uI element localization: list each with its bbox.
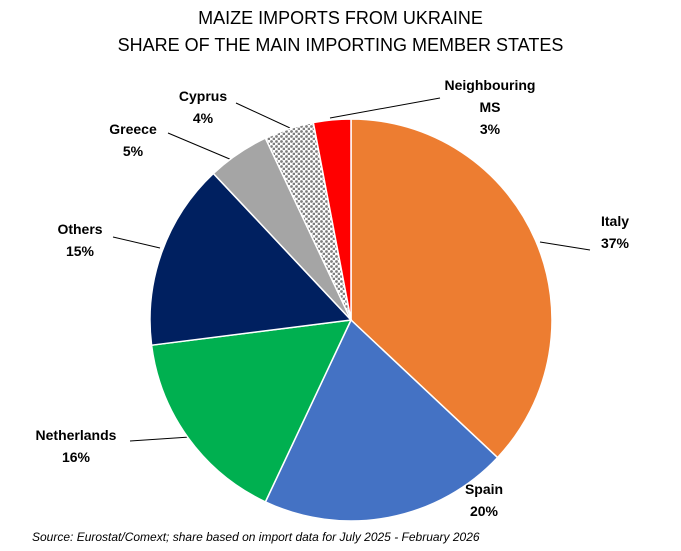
pie-slice (149, 172, 353, 347)
slice-label: Neighbouring MS 3% (435, 74, 545, 140)
leader-line (539, 241, 591, 251)
chart-title: MAIZE IMPORTS FROM UKRAINE (198, 8, 483, 28)
leader-line (329, 97, 441, 119)
slice-label: Others 15% (35, 218, 125, 262)
value-label: 4% (192, 110, 214, 126)
category-label: Greece (109, 121, 157, 137)
value-label: 15% (65, 243, 95, 259)
slice-label: Spain 20% (439, 478, 529, 522)
pie-slice (312, 118, 352, 321)
category-label: Cyprus (178, 88, 228, 104)
category-label: Spain (464, 481, 504, 497)
leader-line (235, 102, 291, 129)
category-label: Italy (600, 213, 629, 229)
slice-label: Greece 5% (88, 118, 178, 162)
pie-slice (264, 318, 499, 522)
slice-label: Italy 37% (570, 210, 660, 254)
pie-slice (350, 118, 553, 459)
pie-slice (150, 319, 353, 503)
value-label: 3% (479, 121, 501, 137)
slice-label: Cyprus 4% (158, 85, 248, 129)
leader-line (112, 236, 161, 249)
value-label: 16% (61, 449, 91, 465)
leader-line (167, 132, 233, 161)
category-label: Neighbouring MS (444, 77, 536, 115)
value-label: 37% (600, 235, 630, 251)
category-label: Others (57, 221, 103, 237)
category-label: Netherlands (35, 427, 117, 443)
leader-lines (112, 97, 591, 442)
slice-label: Netherlands 16% (21, 424, 131, 468)
value-label: 5% (122, 143, 144, 159)
chart-subtitle: SHARE OF THE MAIN IMPORTING MEMBER STATE… (117, 35, 564, 55)
source-note: Source: Eurostat/Comext; share based on … (32, 530, 480, 544)
value-label: 20% (469, 503, 499, 519)
